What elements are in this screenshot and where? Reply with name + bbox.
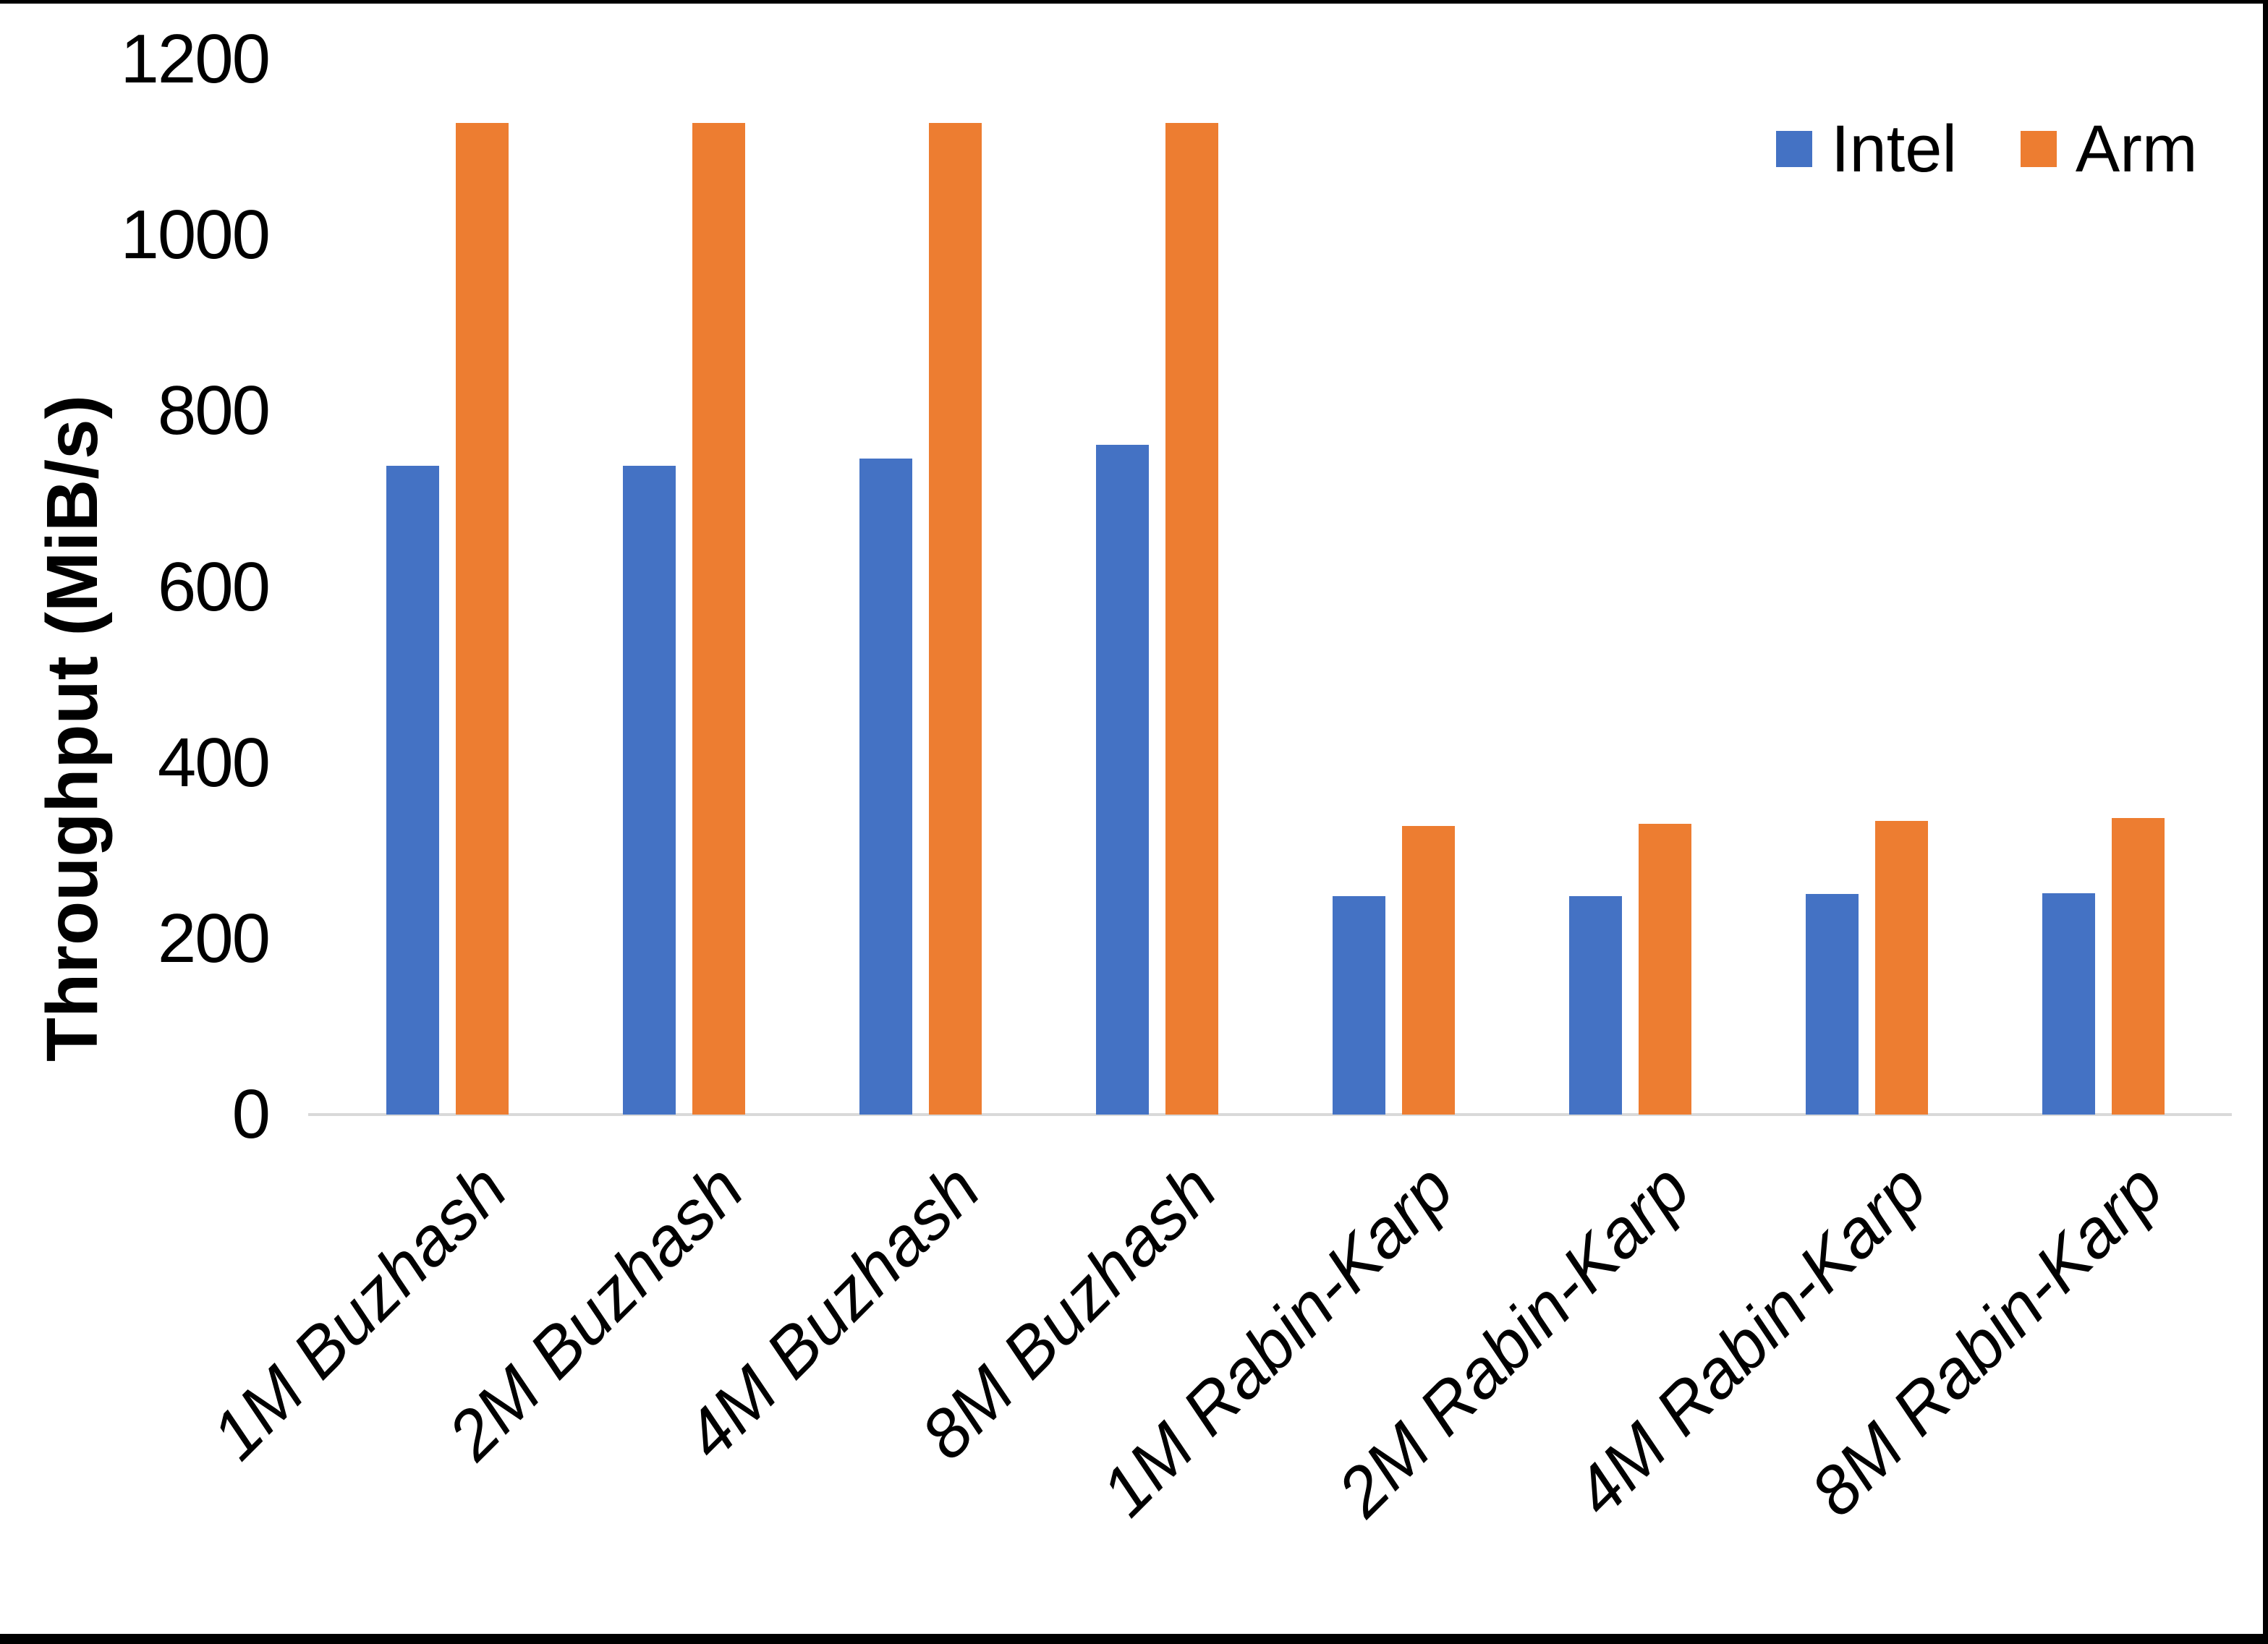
bar-intel-8m-buzhash	[1096, 444, 1149, 1115]
y-tick-label-200: 200	[157, 899, 271, 977]
y-tick-label-400: 400	[157, 723, 271, 801]
bar-intel-2m-rabin-karp	[1569, 896, 1622, 1115]
legend-item-arm: Arm	[2020, 112, 2198, 186]
bar-intel-4m-buzhash	[859, 458, 912, 1115]
bar-arm-4m-buzhash	[929, 122, 982, 1115]
legend-label-intel: Intel	[1831, 112, 1957, 186]
x-axis-line	[308, 1113, 2232, 1116]
legend: Intel Arm	[1776, 114, 2198, 184]
legend-swatch-arm	[2020, 131, 2057, 167]
legend-swatch-intel	[1776, 131, 1812, 167]
legend-label-arm: Arm	[2075, 112, 2198, 186]
y-tick-label-1200: 1200	[120, 20, 271, 98]
bar-arm-2m-rabin-karp	[1639, 823, 1691, 1115]
frame-bottom-border	[0, 1634, 2268, 1644]
y-tick-label-0: 0	[232, 1076, 271, 1153]
bar-intel-8m-rabin-karp	[2042, 893, 2095, 1115]
bar-intel-2m-buzhash	[623, 465, 676, 1115]
y-tick-label-600: 600	[157, 548, 271, 626]
x-category-label-1m-buzhash: 1M Buzhash	[197, 1149, 522, 1475]
bar-arm-1m-buzhash	[456, 122, 509, 1115]
bar-intel-4m-rabin-karp	[1806, 893, 1859, 1115]
frame-right-border	[2263, 0, 2268, 1644]
frame-top-border	[0, 0, 2268, 4]
bar-intel-1m-rabin-karp	[1333, 896, 1385, 1115]
bar-arm-2m-buzhash	[692, 122, 745, 1115]
bar-arm-1m-rabin-karp	[1402, 826, 1455, 1115]
bar-arm-8m-rabin-karp	[2112, 818, 2165, 1115]
y-tick-label-800: 800	[157, 372, 271, 450]
legend-item-intel: Intel	[1776, 114, 1957, 184]
y-tick-label-1000: 1000	[120, 196, 271, 274]
bar-arm-4m-rabin-karp	[1875, 820, 1928, 1115]
bar-arm-8m-buzhash	[1165, 122, 1218, 1115]
bar-intel-1m-buzhash	[386, 465, 439, 1115]
